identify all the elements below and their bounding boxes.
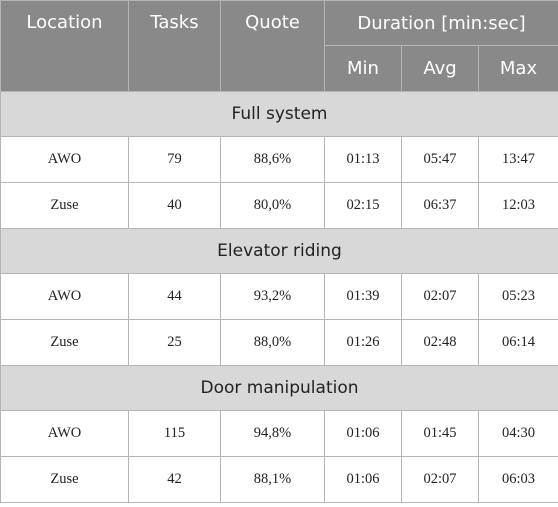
cell-location: Zuse [0,456,129,503]
cell-tasks: 44 [128,273,221,320]
table-body: Full system AWO 79 88,6% 01:13 05:47 13:… [0,91,558,503]
table-row: AWO 115 94,8% 01:06 01:45 04:30 [0,410,558,457]
cell-max: 06:14 [478,319,558,366]
cell-min: 01:06 [324,456,402,503]
cell-min: 01:26 [324,319,402,366]
cell-avg: 02:07 [401,456,479,503]
section-title: Door manipulation [0,365,558,411]
table-header: Location Tasks Quote Duration [min:sec] … [0,0,558,92]
cell-avg: 05:47 [401,136,479,183]
cell-min: 02:15 [324,182,402,229]
table-row: Zuse 42 88,1% 01:06 02:07 06:03 [0,456,558,503]
header-duration: Duration [min:sec] [324,0,558,46]
cell-tasks: 40 [128,182,221,229]
cell-max: 06:03 [478,456,558,503]
cell-tasks: 42 [128,456,221,503]
section-row: Full system [0,91,558,137]
cell-location: Zuse [0,319,129,366]
cell-avg: 02:07 [401,273,479,320]
cell-location: AWO [0,410,129,457]
header-max: Max [478,45,558,92]
cell-min: 01:06 [324,410,402,457]
table-row: AWO 79 88,6% 01:13 05:47 13:47 [0,136,558,183]
header-location: Location [0,0,129,92]
table-row: AWO 44 93,2% 01:39 02:07 05:23 [0,273,558,320]
cell-avg: 01:45 [401,410,479,457]
cell-tasks: 79 [128,136,221,183]
cell-quote: 88,6% [220,136,325,183]
cell-tasks: 25 [128,319,221,366]
cell-quote: 93,2% [220,273,325,320]
header-min: Min [324,45,402,92]
cell-max: 04:30 [478,410,558,457]
cell-max: 05:23 [478,273,558,320]
table-row: Zuse 25 88,0% 01:26 02:48 06:14 [0,319,558,366]
cell-max: 13:47 [478,136,558,183]
header-avg: Avg [401,45,479,92]
cell-location: Zuse [0,182,129,229]
section-title: Elevator riding [0,228,558,274]
cell-max: 12:03 [478,182,558,229]
cell-avg: 06:37 [401,182,479,229]
header-quote: Quote [220,0,325,92]
table-row: Zuse 40 80,0% 02:15 06:37 12:03 [0,182,558,229]
header-tasks: Tasks [128,0,221,92]
cell-quote: 88,0% [220,319,325,366]
cell-min: 01:13 [324,136,402,183]
cell-location: AWO [0,136,129,183]
cell-quote: 94,8% [220,410,325,457]
cell-min: 01:39 [324,273,402,320]
section-row: Elevator riding [0,228,558,274]
cell-quote: 80,0% [220,182,325,229]
section-title: Full system [0,91,558,137]
section-row: Door manipulation [0,365,558,411]
cell-quote: 88,1% [220,456,325,503]
cell-location: AWO [0,273,129,320]
cell-avg: 02:48 [401,319,479,366]
cell-tasks: 115 [128,410,221,457]
